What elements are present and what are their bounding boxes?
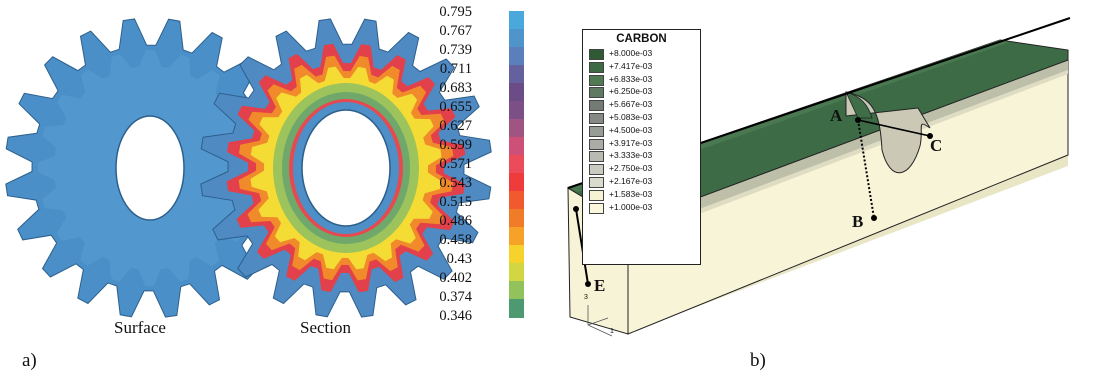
scale-swatch: [509, 47, 524, 66]
color-scale-labels: 0.795 0.767 0.739 0.711 0.683 0.655 0.627 0.599…: [426, 4, 474, 324]
legend-title: CARBON: [616, 33, 667, 45]
scale-swatch: [509, 263, 524, 282]
legend-swatch: [589, 177, 604, 188]
legend-value: +1.000e-03: [609, 201, 653, 212]
gear-surface-bore: [115, 115, 185, 221]
legend-value: +3.917e-03: [609, 137, 653, 148]
legend-swatch: [589, 87, 604, 99]
legend-value: +6.833e-03: [609, 73, 653, 84]
legend-value: +3.333e-03: [609, 150, 653, 161]
scale-value-label: 0.402: [439, 270, 472, 286]
scale-swatch: [509, 155, 524, 174]
carbon-legend: CARBON +8.000e-03 +7.417e-03 +6.833e-03 +6.…: [582, 29, 701, 265]
scale-swatch: [509, 173, 524, 192]
legend-row: +1.000e-03: [589, 201, 699, 214]
legend-value: +5.083e-03: [609, 112, 653, 122]
legend-value: +2.750e-03: [609, 163, 653, 174]
gear-section-bore: [301, 109, 391, 227]
legend-value: +4.500e-03: [609, 124, 653, 135]
point-b-label: B: [852, 212, 864, 231]
legend-swatch: [589, 113, 604, 124]
legend-row: +5.083e-03: [589, 112, 699, 124]
legend-row: +2.167e-03: [589, 176, 699, 188]
legend-value: +1.583e-03: [609, 188, 653, 199]
legend-value: +8.000e-03: [609, 48, 653, 58]
scale-swatch: [509, 137, 524, 156]
legend-row: +8.000e-03: [589, 48, 699, 60]
legend-swatch: [589, 202, 604, 214]
legend-row: +6.833e-03: [589, 73, 699, 86]
scale-value-label: 0.515: [439, 194, 472, 210]
scale-swatch: [509, 119, 524, 138]
color-scale-bar: [509, 11, 524, 318]
scale-value-label: 0.627: [439, 118, 472, 134]
legend-swatch: [589, 138, 604, 150]
scale-swatch: [509, 191, 524, 210]
legend-swatch: [589, 74, 604, 86]
scale-value-label: 0.374: [439, 289, 472, 305]
scale-value-label: 0.767: [439, 23, 472, 39]
scale-value-label: 0.346: [439, 308, 472, 324]
scale-swatch: [509, 65, 524, 84]
point-a-label: A: [830, 106, 843, 125]
gear-section: [200, 18, 492, 318]
scale-value-label: 0.486: [439, 213, 472, 229]
legend-swatch: [589, 61, 604, 73]
legend-swatch: [589, 49, 604, 60]
scale-swatch: [509, 209, 524, 228]
scale-swatch: [509, 227, 524, 246]
scale-value-label: 0.739: [439, 42, 472, 58]
scale-swatch: [509, 101, 524, 120]
section-caption: Section: [300, 318, 351, 337]
scale-value-label: 0.655: [439, 99, 472, 115]
scale-value-label: 0.543: [439, 175, 472, 191]
legend-row: +3.333e-03: [589, 150, 699, 163]
scale-swatch: [509, 11, 524, 30]
scale-value-label: 0.683: [439, 80, 472, 96]
scale-value-label: 0.795: [439, 4, 472, 20]
legend-row: +1.583e-03: [589, 188, 699, 201]
point-c-label: C: [930, 136, 943, 155]
legend-value: +7.417e-03: [609, 60, 653, 71]
gear-surface-graphic: [5, 18, 492, 318]
legend-swatch: [589, 164, 604, 176]
legend-value: +5.667e-03: [609, 99, 653, 110]
legend-swatch: [589, 189, 604, 201]
scale-value-label: 0.458: [439, 232, 472, 248]
scale-swatch: [509, 299, 524, 318]
legend-value: +2.167e-03: [609, 176, 653, 186]
scale-value-label: 0.599: [439, 137, 472, 153]
surface-caption: Surface: [114, 318, 166, 337]
scale-swatch: [509, 281, 524, 300]
legend-row: +5.667e-03: [589, 99, 699, 112]
panel-b-label: b): [750, 350, 766, 371]
legend-row: +7.417e-03: [589, 60, 699, 73]
point-e-label: E: [594, 276, 606, 295]
axis-tag-3: 3: [584, 294, 588, 301]
scale-swatch: [509, 29, 524, 48]
axis-triad: [587, 305, 613, 337]
legend-swatch: [589, 125, 604, 137]
scale-swatch: [509, 245, 524, 264]
scale-value-label: 0.43: [446, 251, 472, 267]
legend-row: +4.500e-03: [589, 124, 699, 137]
legend-value: +6.250e-03: [609, 86, 653, 97]
legend-row: +2.750e-03: [589, 163, 699, 176]
panel-a-label: a): [22, 350, 37, 371]
legend-row: +3.917e-03: [589, 137, 699, 150]
axis-tag-1: 1: [610, 328, 614, 335]
scale-value-label: 0.711: [439, 61, 472, 77]
legend-swatch: [589, 100, 604, 112]
legend-row: +6.250e-03: [589, 86, 699, 99]
scale-value-label: 0.571: [439, 156, 472, 172]
scale-swatch: [509, 83, 524, 102]
legend-swatch: [589, 151, 604, 163]
